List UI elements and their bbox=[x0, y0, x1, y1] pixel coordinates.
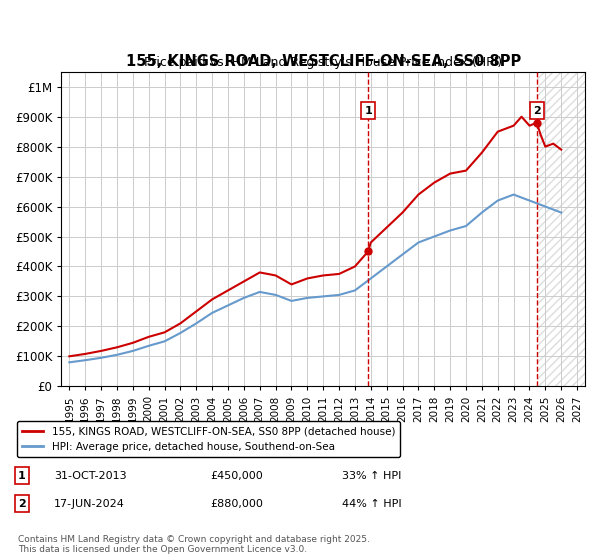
Title: 155, KINGS ROAD, WESTCLIFF-ON-SEA, SS0 8PP: 155, KINGS ROAD, WESTCLIFF-ON-SEA, SS0 8… bbox=[125, 54, 521, 69]
Text: 31-OCT-2013: 31-OCT-2013 bbox=[54, 471, 127, 481]
Text: 33% ↑ HPI: 33% ↑ HPI bbox=[342, 471, 401, 481]
Text: Contains HM Land Registry data © Crown copyright and database right 2025.
This d: Contains HM Land Registry data © Crown c… bbox=[18, 535, 370, 554]
Text: Price paid vs. HM Land Registry's House Price Index (HPI): Price paid vs. HM Land Registry's House … bbox=[144, 55, 502, 69]
Text: 2: 2 bbox=[533, 106, 541, 116]
Text: £880,000: £880,000 bbox=[210, 499, 263, 509]
Bar bbox=[537, 72, 585, 386]
Legend: 155, KINGS ROAD, WESTCLIFF-ON-SEA, SS0 8PP (detached house), HPI: Average price,: 155, KINGS ROAD, WESTCLIFF-ON-SEA, SS0 8… bbox=[17, 421, 400, 457]
Text: 44% ↑ HPI: 44% ↑ HPI bbox=[342, 499, 401, 509]
Text: 2: 2 bbox=[18, 499, 26, 509]
Text: 1: 1 bbox=[18, 471, 26, 481]
Text: 17-JUN-2024: 17-JUN-2024 bbox=[54, 499, 125, 509]
Text: 1: 1 bbox=[364, 106, 372, 116]
Text: £450,000: £450,000 bbox=[210, 471, 263, 481]
